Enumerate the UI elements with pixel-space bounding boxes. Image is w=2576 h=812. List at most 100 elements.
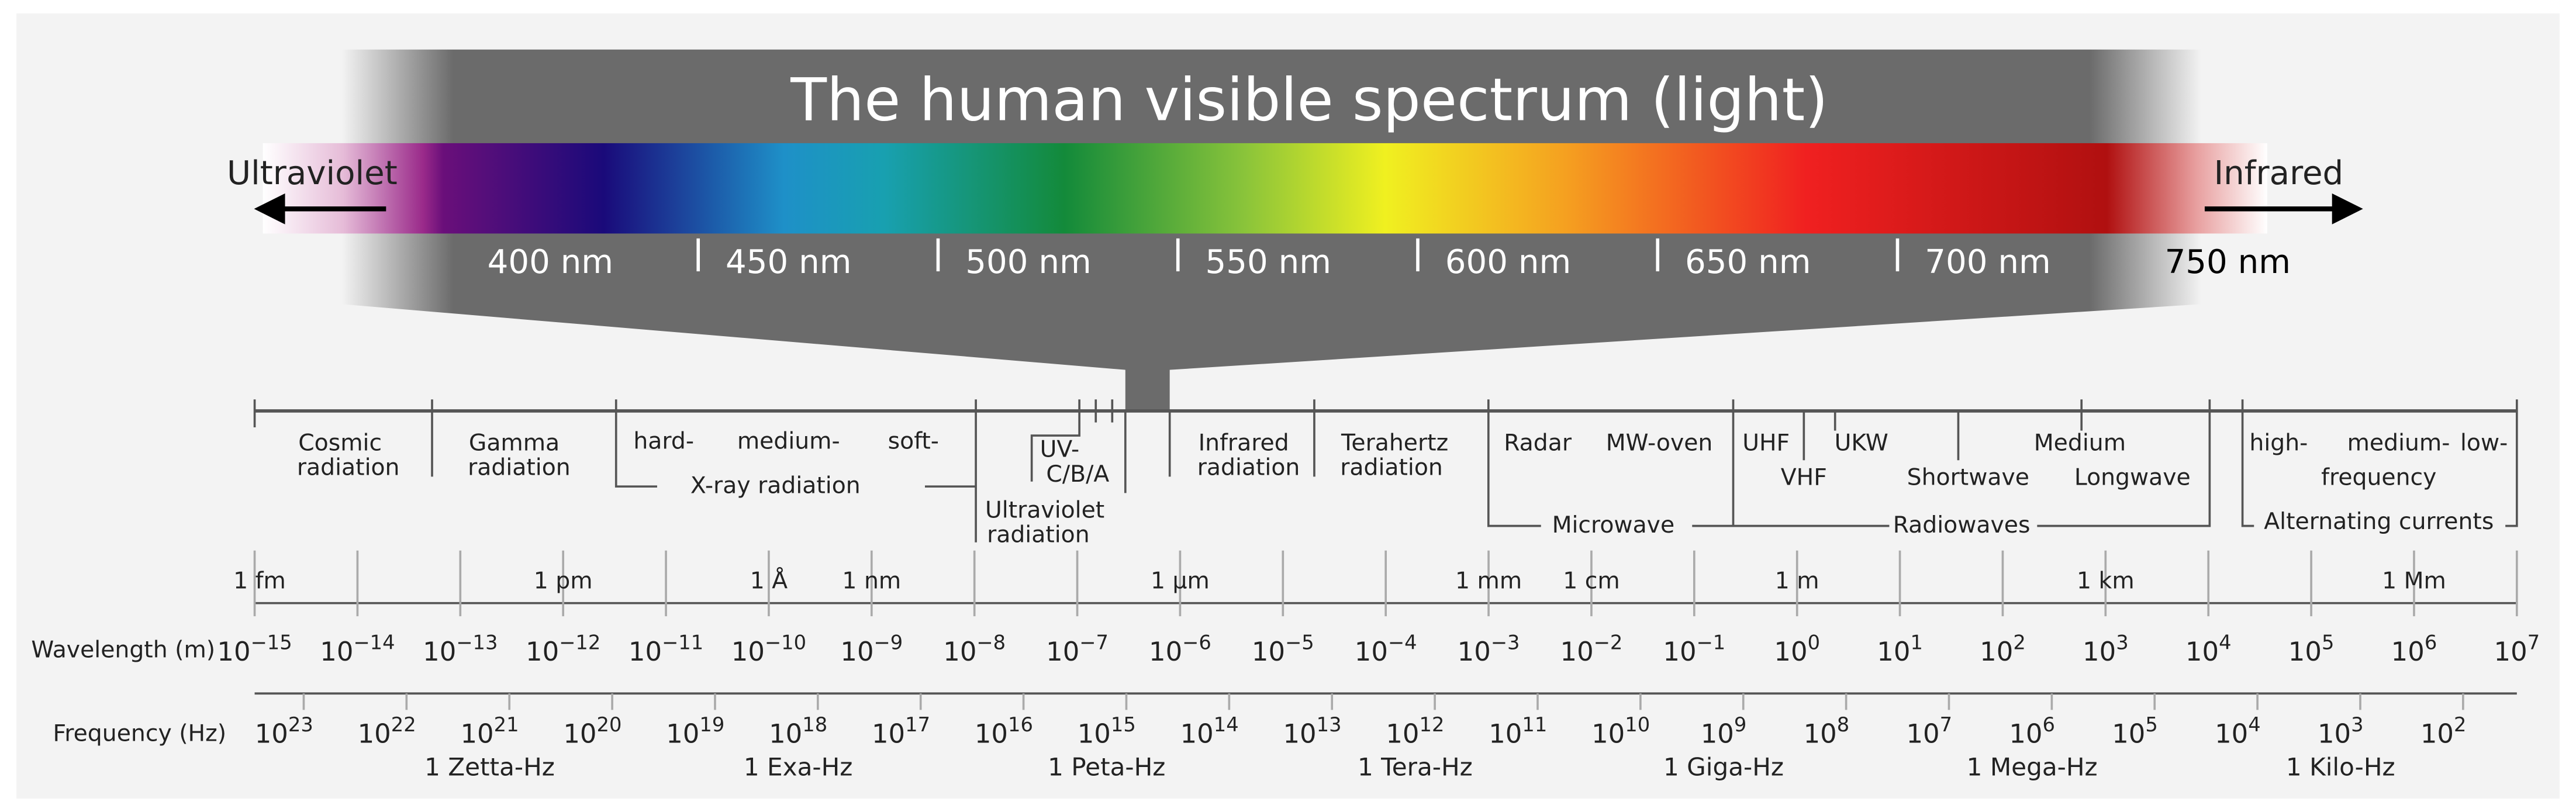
frequency-tick-label: 1020 bbox=[563, 713, 621, 749]
tick-base: 10 bbox=[872, 718, 905, 749]
wavelength-tick-label: 102 bbox=[1980, 631, 2026, 667]
frequency-tick-label: 106 bbox=[2009, 713, 2055, 749]
wavelength-unit: 1 μm bbox=[1151, 567, 1210, 594]
band-label: UHF bbox=[1742, 429, 1790, 456]
tick-base: 10 bbox=[1489, 718, 1522, 749]
tick-exponent: 15 bbox=[1111, 713, 1136, 736]
wavelength-unit: 1 fm bbox=[233, 567, 286, 594]
tick-exponent: 5 bbox=[2322, 631, 2334, 654]
tick-exponent: −11 bbox=[662, 631, 703, 654]
tick-base: 10 bbox=[217, 636, 250, 667]
wavelength-tick-label: 10−13 bbox=[423, 631, 498, 667]
band-label: medium- bbox=[2347, 429, 2450, 456]
band-label: VHF bbox=[1781, 464, 1827, 490]
wavelength-unit: 1 Å bbox=[750, 566, 788, 594]
frequency-tick-label: 1017 bbox=[872, 713, 930, 749]
band-label: Shortwave bbox=[1907, 464, 2029, 490]
wavelength-tick-label: 107 bbox=[2494, 631, 2540, 667]
frequency-tick-label: 1023 bbox=[255, 713, 313, 749]
frequency-unit: 1 Tera-Hz bbox=[1358, 753, 1473, 782]
tick-base: 10 bbox=[629, 636, 662, 667]
tick-base: 10 bbox=[563, 718, 596, 749]
band-label: radiation bbox=[1197, 454, 1300, 481]
wavelength-tick-label: 10−3 bbox=[1458, 631, 1520, 667]
frequency-tick-label: 1018 bbox=[769, 713, 827, 749]
ir-label: Infrared bbox=[2214, 154, 2344, 192]
frequency-unit: 1 Zetta-Hz bbox=[424, 753, 555, 782]
tick-base: 10 bbox=[2009, 718, 2042, 749]
tick-base: 10 bbox=[423, 636, 456, 667]
band-label: radiation bbox=[468, 454, 571, 481]
band-label: Ultraviolet bbox=[985, 497, 1104, 524]
tick-base: 10 bbox=[2288, 636, 2322, 667]
band-label: Infrared bbox=[1199, 429, 1289, 456]
frequency-unit: 1 Mega-Hz bbox=[1967, 753, 2098, 782]
band-label: Radiowaves bbox=[1893, 512, 2031, 538]
band-label: Terahertz bbox=[1341, 429, 1448, 456]
tick-exponent: 6 bbox=[2425, 631, 2437, 654]
ir-arrow bbox=[2204, 193, 2363, 224]
band-label: radiation bbox=[987, 521, 1090, 548]
tick-exponent: −7 bbox=[1079, 631, 1109, 654]
wavelength-tick-label: 10−15 bbox=[217, 631, 292, 667]
tick-exponent: 11 bbox=[1522, 713, 1547, 736]
band-label: Medium bbox=[2034, 429, 2126, 456]
frequency-tick-label: 1012 bbox=[1386, 713, 1444, 749]
tick-base: 10 bbox=[1180, 718, 1214, 749]
band-label: X-ray radiation bbox=[690, 472, 861, 499]
tick-exponent: −1 bbox=[1697, 631, 1726, 654]
tick-exponent: 0 bbox=[1808, 631, 1820, 654]
wavelength-unit: 1 Mm bbox=[2382, 567, 2446, 594]
tick-exponent: 18 bbox=[802, 713, 827, 736]
frequency-tick-label: 1021 bbox=[460, 713, 519, 749]
frequency-tick-label: 1011 bbox=[1489, 713, 1547, 749]
wavelength-tick-label: 10−2 bbox=[1560, 631, 1623, 667]
band-label: soft- bbox=[888, 428, 939, 455]
tick-exponent: 22 bbox=[391, 713, 416, 736]
wavelength-tick-label: 10−6 bbox=[1149, 631, 1211, 667]
frequency-tick-label: 1013 bbox=[1283, 713, 1341, 749]
wavelength-tick-label: 101 bbox=[1877, 631, 1923, 667]
band-label: high- bbox=[2249, 429, 2308, 456]
tick-exponent: 13 bbox=[1317, 713, 1342, 736]
tick-base: 10 bbox=[666, 718, 699, 749]
tick-exponent: 9 bbox=[1734, 713, 1746, 736]
tick-base: 10 bbox=[460, 718, 493, 749]
tick-exponent: 14 bbox=[1214, 713, 1239, 736]
frequency-tick-label: 107 bbox=[1906, 713, 1952, 749]
wavelength-unit: 1 pm bbox=[534, 567, 593, 594]
frequency-tick-label: 104 bbox=[2215, 713, 2261, 749]
nm-label: 600 nm bbox=[1445, 243, 1571, 281]
tick-exponent: −10 bbox=[765, 631, 806, 654]
tick-base: 10 bbox=[1252, 636, 1285, 667]
nm-label: 400 nm bbox=[488, 243, 613, 281]
visible-spectrum-bar bbox=[263, 143, 2267, 234]
tick-base: 10 bbox=[2318, 718, 2351, 749]
band-label: low- bbox=[2460, 429, 2508, 456]
wavelength-tick-label: 105 bbox=[2288, 631, 2335, 667]
wavelength-unit: 1 km bbox=[2077, 567, 2135, 594]
wavelength-tick-label: 104 bbox=[2185, 631, 2232, 667]
tick-base: 10 bbox=[1386, 718, 1419, 749]
tick-exponent: 12 bbox=[1420, 713, 1445, 736]
tick-exponent: 2 bbox=[2013, 631, 2025, 654]
tick-base: 10 bbox=[320, 636, 353, 667]
tick-base: 10 bbox=[975, 718, 1008, 749]
band-label: Gamma bbox=[469, 429, 560, 456]
tick-exponent: −6 bbox=[1182, 631, 1211, 654]
band-label: Cosmic bbox=[298, 429, 382, 456]
wavelength-tick-label: 10−8 bbox=[943, 631, 1006, 667]
tick-base: 10 bbox=[1701, 718, 1734, 749]
wavelength-tick-label: 106 bbox=[2391, 631, 2437, 667]
frequency-tick-label: 108 bbox=[1804, 713, 1850, 749]
tick-exponent: −14 bbox=[353, 631, 395, 654]
tick-exponent: 2 bbox=[2454, 713, 2466, 736]
band-label: radiation bbox=[297, 454, 400, 481]
tick-exponent: 7 bbox=[1940, 713, 1952, 736]
tick-exponent: 4 bbox=[2219, 631, 2231, 654]
frequency-tick-label: 1019 bbox=[666, 713, 724, 749]
tick-exponent: 16 bbox=[1008, 713, 1033, 736]
tick-base: 10 bbox=[2391, 636, 2425, 667]
